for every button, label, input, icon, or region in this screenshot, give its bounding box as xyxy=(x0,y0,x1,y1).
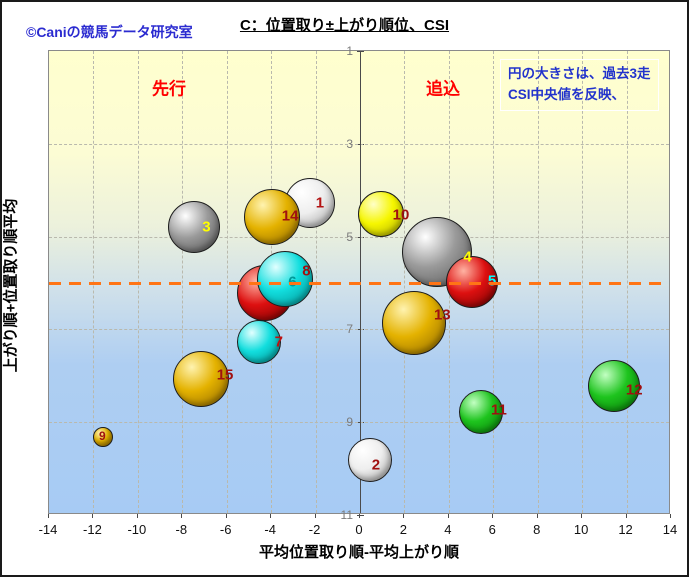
bubble-label-11: 11 xyxy=(491,401,507,419)
x-axis-label: 平均位置取り順-平均上がり順 xyxy=(259,544,459,561)
x-tick-label--2: -2 xyxy=(308,522,321,537)
bubble-14 xyxy=(244,188,301,245)
x-axis-tick xyxy=(225,514,227,518)
bubble-label-3: 3 xyxy=(202,218,211,236)
horizontal-gridline xyxy=(49,236,669,238)
y-tick-label-9: 9 xyxy=(346,415,353,430)
bubble-label-2: 2 xyxy=(371,456,381,474)
x-axis-tick xyxy=(581,514,583,518)
x-axis-tick xyxy=(492,514,494,518)
x-tick-label-4: 4 xyxy=(444,522,452,537)
horizontal-gridline xyxy=(49,143,669,145)
x-axis-tick xyxy=(536,514,538,518)
x-tick-label--6: -6 xyxy=(219,522,232,537)
x-axis-tick xyxy=(136,514,138,518)
x-axis-tick xyxy=(314,514,316,518)
horizontal-gridline xyxy=(49,329,669,331)
x-axis-tick xyxy=(181,514,183,518)
x-axis-tick xyxy=(625,514,627,518)
bubble-label-1: 1 xyxy=(315,194,325,212)
bubble-label-9: 9 xyxy=(98,429,106,444)
note-line-2: CSI中央値を反映、 xyxy=(508,86,626,102)
bubble-15 xyxy=(173,351,230,408)
x-axis-tick xyxy=(270,514,272,518)
note-line-1: 円の大きさは、過去3走 xyxy=(508,66,651,81)
bubble-7 xyxy=(236,320,281,364)
bubble-11 xyxy=(458,389,503,434)
bubble-label-15: 15 xyxy=(216,366,234,384)
x-tick-label-8: 8 xyxy=(533,522,541,537)
bubble-5 xyxy=(446,255,499,308)
y-tick-label-1: 1 xyxy=(346,44,353,58)
bubble-12 xyxy=(588,360,641,413)
x-axis-tick xyxy=(48,514,49,518)
note-box: 円の大きさは、過去3走 CSI中央値を反映、 xyxy=(500,59,659,111)
x-tick-label-0: 0 xyxy=(355,522,363,537)
x-axis-tick xyxy=(447,514,449,518)
bubble-label-8: 8 xyxy=(302,262,311,280)
x-tick-label-6: 6 xyxy=(488,522,496,537)
x-tick-label--8: -8 xyxy=(175,522,188,537)
horizontal-gridline xyxy=(49,422,669,424)
reference-line xyxy=(49,282,669,285)
y-tick-label-11: 11 xyxy=(340,508,353,522)
x-tick-label-2: 2 xyxy=(399,522,408,537)
bubble-9 xyxy=(93,427,114,448)
x-tick-label--12: -12 xyxy=(83,522,102,537)
x-axis-tick xyxy=(670,514,671,518)
copyright-text: ©Caniの競馬データ研究室 xyxy=(26,24,193,40)
bubble-label-10: 10 xyxy=(392,206,410,224)
y-axis-label: 上がり順+位置取り順平均 xyxy=(2,198,20,373)
x-tick-label-12: 12 xyxy=(618,522,633,537)
x-axis-tick xyxy=(92,514,94,518)
y-axis-tick xyxy=(357,515,364,516)
x-tick-label--4: -4 xyxy=(264,522,276,537)
bubble-label-14: 14 xyxy=(281,207,299,225)
y-tick-label-3: 3 xyxy=(346,136,353,151)
bubble-label-5: 5 xyxy=(487,272,497,290)
x-tick-label-14: 14 xyxy=(662,522,678,537)
region-label-closing: 追込 xyxy=(426,79,460,99)
x-axis-tick xyxy=(359,514,360,518)
x-tick-label--14: -14 xyxy=(38,522,58,537)
bubble-label-7: 7 xyxy=(274,333,283,351)
bubble-13 xyxy=(382,291,447,356)
bubble-label-13: 13 xyxy=(433,306,451,324)
y-tick-label-5: 5 xyxy=(346,229,353,244)
x-tick-label--10: -10 xyxy=(127,522,147,537)
region-label-leading: 先行 xyxy=(152,79,186,99)
x-tick-label-10: 10 xyxy=(573,522,589,537)
bubble-3 xyxy=(168,201,221,254)
chart-title-text: C：位置取り±上がり順位、CSI xyxy=(239,17,450,34)
chart-title: C：位置取り±上がり順位、CSI xyxy=(2,14,687,35)
bubble-2 xyxy=(347,438,392,483)
bubble-6 xyxy=(257,251,314,308)
x-axis-tick xyxy=(403,514,405,518)
bubble-10 xyxy=(357,191,404,238)
plot-area: 先行 追込 円の大きさは、過去3走 CSI中央値を反映、 11431045861… xyxy=(48,44,670,522)
bubble-label-4: 4 xyxy=(463,248,472,266)
y-tick-label-7: 7 xyxy=(346,322,353,337)
bubble-label-12: 12 xyxy=(625,381,643,399)
